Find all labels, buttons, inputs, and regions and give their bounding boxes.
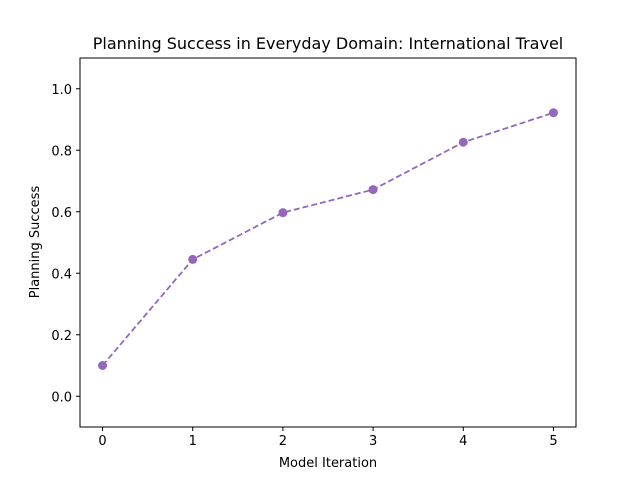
data-point: [368, 185, 378, 195]
data-point: [98, 361, 108, 370]
y-tick-label: 0.2: [51, 329, 72, 344]
series-line: [101, 111, 554, 367]
x-tick-label: 2: [279, 434, 287, 449]
x-tick-label: 0: [98, 434, 106, 449]
x-tick-label: 1: [189, 434, 197, 449]
y-tick-label: 0.6: [51, 206, 72, 221]
y-tick-label: 0.4: [51, 267, 72, 282]
data-point: [458, 137, 468, 147]
y-tick-label: 1.0: [51, 83, 72, 98]
x-tick-label: 3: [369, 434, 377, 449]
data-point: [188, 254, 198, 264]
plot-frame: [79, 57, 577, 428]
chart-title: Planning Success in Everyday Domain: Int…: [93, 34, 563, 53]
y-tick-label: 0.8: [51, 144, 72, 159]
x-axis-label: Model Iteration: [279, 456, 377, 471]
x-tick-label: 4: [459, 434, 467, 449]
plot-area: 0 1 2 3 4 5 0.0 0.2 0.4 0.6 0.8 1.0: [51, 57, 577, 449]
data-point: [278, 208, 288, 218]
data-point: [548, 108, 558, 118]
x-tick-label: 5: [549, 434, 557, 449]
y-axis-label: Planning Success: [28, 186, 43, 299]
y-tick-label: 0.0: [51, 390, 72, 405]
